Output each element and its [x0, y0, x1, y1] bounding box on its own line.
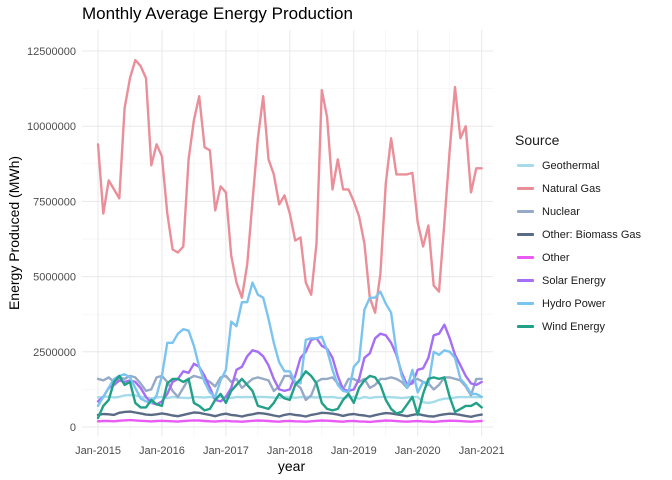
x-tick-label: Jan-2021 [459, 445, 505, 457]
legend-item-other-biomass-gas: Other: Biomass Gas [515, 223, 641, 246]
legend-items: Geothermal Natural Gas Nuclear Other: Bioma… [515, 154, 641, 338]
legend-title: Source [515, 132, 560, 148]
legend-label: Other: Biomass Gas [542, 228, 642, 241]
x-tick-label: Jan-2015 [75, 445, 121, 457]
legend-label: Nuclear [542, 205, 580, 218]
legend-item-wind-energy: Wind Energy [515, 315, 641, 338]
legend-key [517, 164, 534, 167]
y-axis-label: Energy Produced (MWh) [6, 156, 22, 310]
x-tick-label: Jan-2016 [139, 445, 185, 457]
x-tick-label: Jan-2020 [395, 445, 441, 457]
axes: 0 2500000 5000000 7500000 10000000 12500000 Ja… [6, 46, 505, 474]
legend-key [517, 325, 534, 328]
legend-item-other: Other [515, 246, 641, 269]
legend-label: Hydro Power [542, 297, 606, 310]
legend-label: Solar Energy [542, 274, 606, 287]
x-tick-label: Jan-2017 [203, 445, 249, 457]
legend-key [517, 302, 534, 305]
legend-label: Wind Energy [542, 320, 605, 333]
legend-key [517, 279, 534, 282]
y-tick-label: 0 [70, 422, 76, 434]
legend-key [517, 187, 534, 190]
legend-item-nuclear: Nuclear [515, 200, 641, 223]
legend-item-geothermal: Geothermal [515, 154, 641, 177]
grid [82, 30, 493, 436]
legend-label: Natural Gas [542, 182, 601, 195]
series-lines [96, 58, 483, 424]
series-line-wind-energy [96, 370, 483, 420]
x-tick-label: Jan-2019 [331, 445, 377, 457]
x-axis-label: year [278, 458, 306, 474]
legend-key [517, 210, 534, 213]
y-tick-label: 10000000 [27, 121, 76, 133]
series-line-other [96, 418, 483, 424]
legend-label: Geothermal [542, 159, 600, 172]
y-tick-label: 2500000 [33, 347, 76, 359]
chart-title: Monthly Average Energy Production [82, 4, 353, 23]
legend-key [517, 256, 534, 259]
y-tick-label: 12500000 [27, 46, 76, 58]
legend-item-solar-energy: Solar Energy [515, 269, 641, 292]
x-tick-label: Jan-2018 [267, 445, 313, 457]
legend-item-hydro-power: Hydro Power [515, 292, 641, 315]
series-line-hydro-power [96, 281, 483, 408]
legend-key [517, 233, 534, 236]
y-tick-label: 5000000 [33, 272, 76, 284]
legend-label: Other [542, 251, 570, 264]
series-line-natural-gas [96, 58, 483, 314]
legend: Source Geothermal Natural Gas Nuclear Other… [515, 132, 641, 338]
legend-item-natural-gas: Natural Gas [515, 177, 641, 200]
y-tick-label: 7500000 [33, 196, 76, 208]
